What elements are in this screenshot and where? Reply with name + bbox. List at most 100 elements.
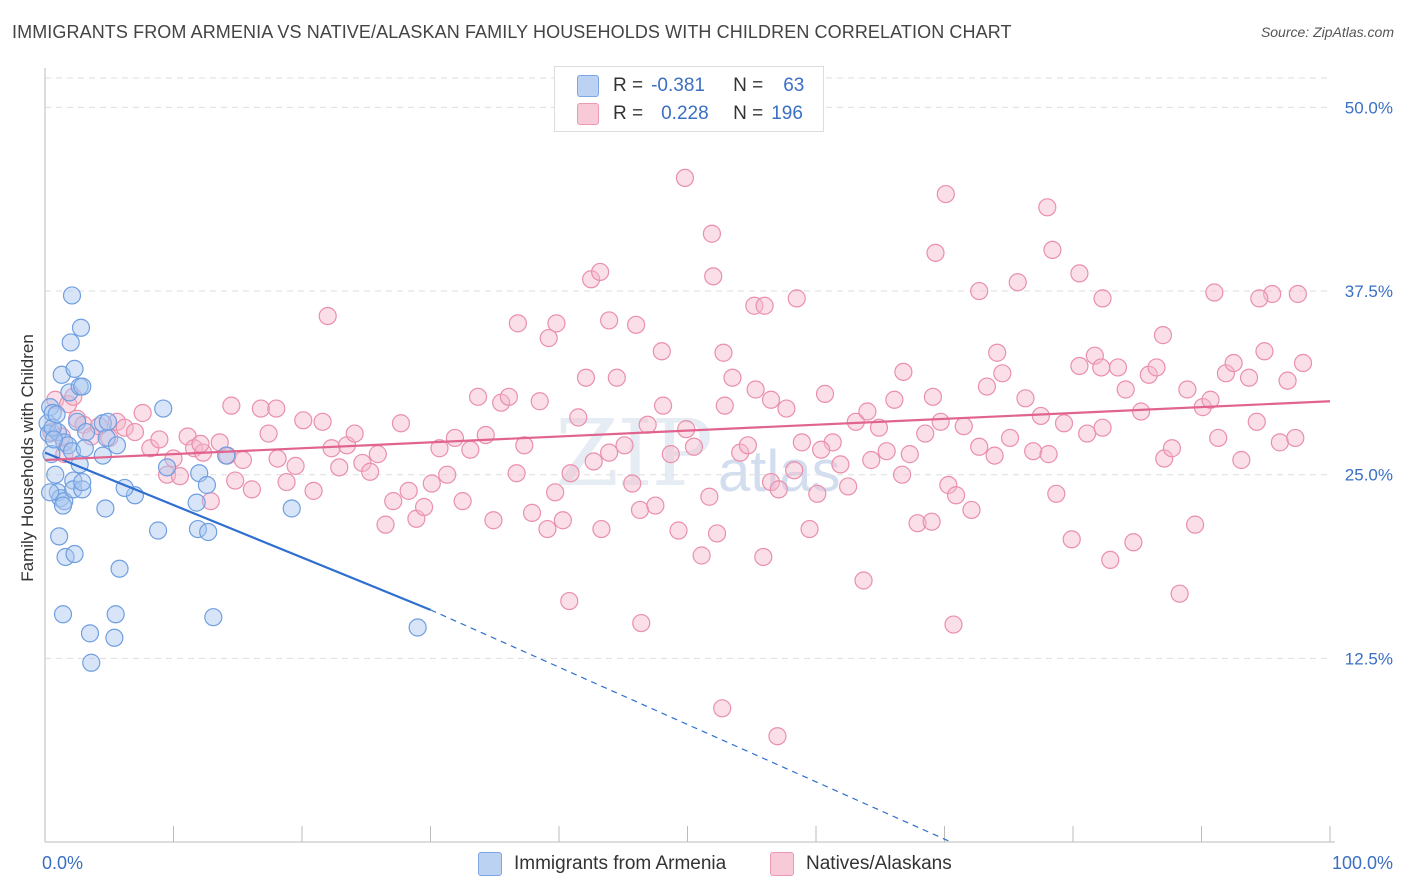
armenia-point: [98, 412, 118, 431]
natives-point: [831, 455, 850, 474]
legend-swatch-armenia: [478, 852, 502, 876]
natives-point: [430, 439, 449, 458]
y-tick-label: 50.0%: [1345, 98, 1393, 117]
natives-point: [1070, 356, 1089, 376]
natives-point: [908, 514, 927, 533]
natives-point: [632, 613, 651, 633]
natives-point: [530, 392, 549, 411]
trend-line-armenia: [44, 451, 431, 611]
natives-point: [1070, 264, 1089, 283]
natives-point: [242, 480, 261, 499]
natives-point: [787, 289, 806, 308]
trend-line-armenia-extension: [430, 609, 952, 843]
natives-point: [894, 362, 913, 381]
natives-point: [1278, 371, 1297, 390]
natives-point: [499, 387, 518, 406]
natives-point: [384, 492, 403, 511]
natives-point: [1178, 380, 1197, 399]
natives-point: [268, 449, 287, 468]
natives-point: [630, 500, 650, 520]
armenia-point: [107, 436, 127, 455]
armenia-point: [217, 446, 236, 465]
natives-point: [1293, 353, 1313, 373]
trend-line-natives: [44, 400, 1331, 462]
natives-point: [746, 380, 765, 399]
armenia-point: [154, 399, 173, 418]
natives-point: [1039, 445, 1058, 464]
r-value: -0.381: [651, 75, 705, 96]
natives-point: [170, 467, 190, 486]
natives-point: [1162, 439, 1182, 458]
armenia-point: [408, 618, 427, 637]
natives-point: [652, 342, 671, 361]
natives-point: [970, 437, 989, 456]
natives-point: [1108, 358, 1128, 377]
armenia-point: [47, 405, 66, 424]
natives-point: [1139, 365, 1158, 384]
y-tick-label: 12.5%: [1345, 649, 1393, 668]
armenia-point: [65, 544, 84, 564]
natives-point: [484, 511, 503, 530]
natives-point: [808, 484, 827, 503]
natives-point: [150, 430, 169, 449]
armenia-point: [82, 653, 101, 672]
natives-point: [769, 480, 788, 499]
legend-label-armenia: Immigrants from Armenia: [514, 853, 727, 874]
natives-point: [615, 436, 634, 455]
natives-point: [1170, 584, 1189, 603]
natives-point: [399, 481, 418, 500]
natives-point: [1116, 380, 1135, 399]
armenia-point: [204, 608, 223, 627]
natives-point: [1043, 240, 1062, 259]
natives-point: [926, 243, 945, 262]
natives-point: [191, 434, 210, 453]
armenia-point: [41, 483, 60, 502]
natives-point: [445, 428, 465, 448]
natives-point: [539, 328, 558, 348]
natives-point: [704, 267, 723, 286]
armenia-point: [93, 446, 112, 465]
natives-point: [1038, 198, 1057, 217]
armenia-point: [110, 559, 129, 578]
natives-point: [707, 524, 727, 543]
natives-point: [547, 314, 566, 333]
natives-point: [286, 456, 305, 475]
natives-point: [438, 465, 457, 484]
natives-point: [561, 464, 580, 483]
natives-point: [768, 727, 787, 746]
legend-item-natives[interactable]: Natives/Alaskans: [770, 852, 952, 876]
natives-point: [294, 411, 313, 430]
natives-point: [507, 464, 526, 483]
armenia-point: [53, 605, 73, 624]
natives-point: [313, 412, 332, 431]
natives-point: [1093, 289, 1112, 308]
natives-point: [1232, 450, 1251, 470]
natives-point: [591, 262, 610, 282]
armenia-point: [44, 430, 64, 449]
natives-point: [993, 364, 1012, 383]
natives-point: [345, 424, 364, 443]
natives-point: [1054, 414, 1074, 433]
natives-point: [815, 384, 835, 403]
natives-point: [638, 415, 657, 434]
natives-point: [546, 483, 565, 502]
natives-point: [1031, 406, 1050, 426]
natives-point: [414, 497, 434, 517]
n-label: N =: [733, 103, 764, 124]
natives-point: [1201, 390, 1220, 409]
natives-point: [761, 390, 781, 409]
natives-point: [785, 461, 804, 480]
natives-point: [1247, 412, 1266, 431]
natives-point: [1101, 550, 1120, 570]
series-natives-alaskans: [42, 168, 1313, 746]
natives-point: [675, 168, 695, 188]
natives-point: [946, 486, 966, 505]
natives-point: [1286, 428, 1305, 448]
legend-item-armenia[interactable]: Immigrants from Armenia: [478, 852, 726, 876]
r-label: R =: [613, 75, 644, 96]
natives-point: [1288, 284, 1307, 304]
armenia-point: [197, 475, 217, 495]
natives-point: [854, 571, 873, 590]
natives-point: [508, 314, 527, 333]
natives-point: [669, 521, 688, 540]
